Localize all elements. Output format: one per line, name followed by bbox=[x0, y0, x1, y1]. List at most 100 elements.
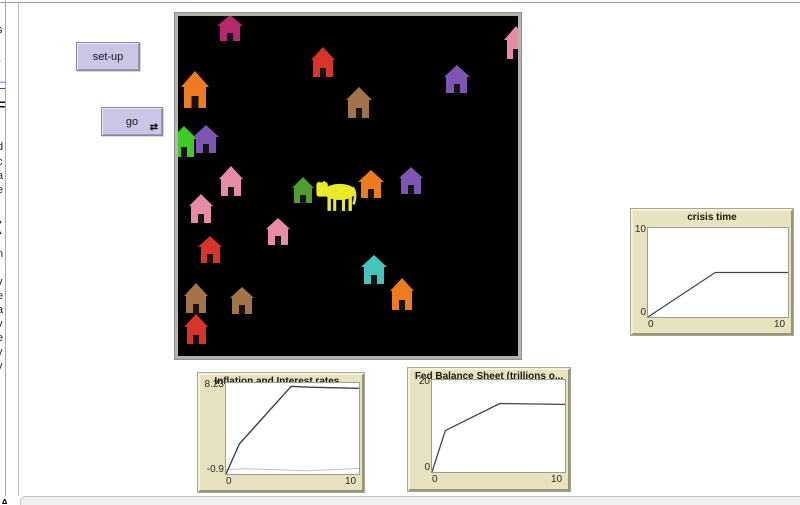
house-body bbox=[268, 229, 288, 245]
house-body bbox=[232, 298, 252, 314]
house-agent bbox=[229, 287, 254, 314]
left-divider-line bbox=[5, 0, 6, 496]
house-body bbox=[364, 267, 384, 284]
house-door bbox=[513, 49, 519, 59]
house-agent bbox=[188, 194, 213, 223]
house-agent bbox=[218, 166, 243, 196]
x-axis-max-label: 10 bbox=[345, 476, 356, 487]
house-agent bbox=[291, 177, 314, 203]
house-roof bbox=[311, 47, 335, 60]
clipped-char: c bbox=[0, 156, 3, 168]
house-door bbox=[371, 275, 377, 284]
house-body bbox=[507, 40, 522, 59]
plot-title: crisis time bbox=[637, 212, 787, 223]
y-axis-max-label: 20 bbox=[419, 376, 430, 387]
y-axis-max-label: 8.23 bbox=[205, 379, 224, 390]
window-top-border bbox=[0, 2, 800, 3]
house-roof bbox=[292, 177, 314, 188]
house-body bbox=[446, 77, 467, 93]
house-roof bbox=[189, 194, 213, 206]
house-agent bbox=[504, 26, 521, 59]
world-view[interactable] bbox=[175, 13, 521, 359]
house-door bbox=[275, 236, 281, 245]
clipped-char: e bbox=[0, 332, 3, 344]
plot-canvas bbox=[647, 227, 789, 318]
house-agent bbox=[310, 47, 335, 77]
y-axis-max-label: 10 bbox=[635, 224, 646, 235]
x-axis-min-label: 0 bbox=[432, 474, 438, 485]
house-body bbox=[196, 137, 216, 153]
house-roof bbox=[361, 255, 387, 267]
house-door bbox=[227, 33, 233, 41]
clipped-char: s bbox=[0, 24, 3, 36]
house-roof bbox=[390, 278, 414, 291]
house-door bbox=[368, 189, 374, 198]
house-roof bbox=[399, 167, 423, 178]
clipped-char: a bbox=[0, 170, 3, 182]
clipped-char: e bbox=[0, 184, 3, 196]
house-body bbox=[220, 26, 240, 41]
house-body bbox=[392, 291, 412, 310]
house-body bbox=[221, 179, 241, 196]
house-door bbox=[356, 108, 362, 118]
house-door bbox=[181, 147, 187, 157]
clipped-char: y bbox=[0, 346, 3, 358]
house-door bbox=[399, 300, 405, 310]
go-button-label: go bbox=[126, 116, 138, 128]
x-axis-max-label: 10 bbox=[774, 319, 785, 330]
y-axis-min-label: 0 bbox=[640, 307, 646, 318]
house-body bbox=[201, 247, 220, 263]
house-agent bbox=[184, 314, 208, 344]
house-body bbox=[186, 296, 206, 313]
house-door bbox=[454, 84, 460, 93]
house-roof bbox=[219, 166, 243, 179]
go-button[interactable]: go ⇄ bbox=[101, 107, 163, 136]
setup-button[interactable]: set-up bbox=[76, 42, 140, 71]
house-door bbox=[203, 144, 209, 153]
house-door bbox=[207, 254, 213, 263]
clipped-char: ( bbox=[0, 218, 2, 234]
house-door bbox=[198, 214, 204, 223]
house-agent bbox=[183, 283, 208, 313]
house-agent bbox=[358, 170, 384, 198]
plot-canvas bbox=[225, 382, 360, 475]
house-roof bbox=[175, 126, 197, 139]
house-agent bbox=[361, 255, 387, 284]
house-agent bbox=[181, 71, 209, 108]
house-body bbox=[401, 178, 421, 194]
house-door bbox=[239, 305, 245, 314]
forever-icon: ⇄ bbox=[150, 122, 158, 133]
house-body bbox=[313, 60, 333, 77]
house-roof bbox=[346, 87, 372, 100]
house-roof bbox=[358, 170, 384, 182]
house-agent bbox=[389, 278, 414, 310]
clipped-char: a bbox=[0, 304, 3, 316]
x-axis-min-label: 0 bbox=[648, 319, 654, 330]
cow-agent bbox=[316, 178, 358, 216]
house-body bbox=[187, 327, 206, 344]
house-door bbox=[408, 185, 414, 194]
house-body bbox=[294, 188, 312, 203]
house-roof bbox=[504, 26, 521, 40]
house-roof bbox=[184, 314, 208, 327]
house-body bbox=[361, 182, 381, 198]
panel-left-border bbox=[18, 3, 19, 496]
house-roof bbox=[266, 218, 290, 229]
clipped-char: e bbox=[0, 290, 3, 302]
house-roof bbox=[444, 65, 470, 77]
house-roof bbox=[230, 287, 254, 298]
house-agent bbox=[265, 218, 290, 245]
plot-crisis-time: crisis time 10 0 0 10 bbox=[631, 209, 793, 335]
house-body bbox=[175, 139, 194, 157]
x-axis-min-label: 0 bbox=[226, 476, 232, 487]
house-roof bbox=[217, 15, 243, 26]
house-agent bbox=[175, 126, 197, 157]
house-agent bbox=[443, 65, 470, 93]
bottom-left-clipped-text: A I bbox=[1, 498, 18, 504]
clipped-char: v bbox=[0, 360, 3, 372]
house-body bbox=[191, 206, 211, 223]
plot-fed-balance-sheet: Fed Balance Sheet (trillions o... 20 0 0… bbox=[408, 368, 570, 491]
x-axis-max-label: 10 bbox=[551, 474, 562, 485]
clipped-char: r bbox=[0, 57, 1, 69]
clipped-char: d bbox=[0, 141, 3, 153]
